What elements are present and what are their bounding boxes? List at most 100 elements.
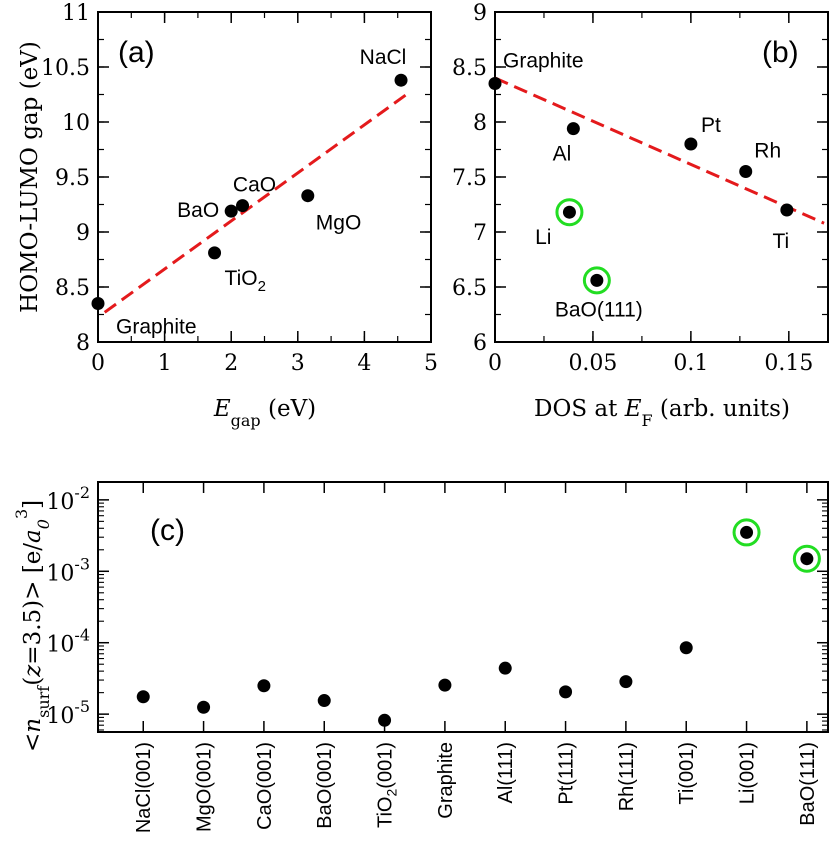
yc-mid1: ( xyxy=(20,677,46,686)
point-cao-001 xyxy=(257,679,271,693)
point-label-text: Ti xyxy=(773,230,790,253)
point-label-text: CaO xyxy=(233,174,276,197)
tick-label-x-0-1: 0.1 xyxy=(673,351,708,376)
point-al-111 xyxy=(498,661,512,675)
point-mgo-001 xyxy=(197,700,211,714)
point-bao-001 xyxy=(317,694,331,708)
point-label-bao-111: BaO(111) xyxy=(555,298,643,321)
point-label-text: Rh xyxy=(754,140,781,163)
category-label-text: Ti(001) xyxy=(676,742,698,805)
panel-a-ticks: 0 1 2 3 4 5 8 8.5 9 9.5 10 10.5 11 xyxy=(41,1,438,376)
panel-a-points: Graphite TiO2 BaO CaO MgO NaCl xyxy=(91,46,408,339)
point-label-ti: Ti xyxy=(773,230,790,253)
point-label-tio2: TiO2 xyxy=(225,267,266,295)
tick-label-y-11: 11 xyxy=(62,1,90,26)
point-cao xyxy=(236,199,250,213)
category-label-text: TiO xyxy=(375,797,397,828)
yc-mid2: =3.5)> [e/ xyxy=(20,543,46,665)
category-label-pt-111: Pt(111) xyxy=(556,742,578,805)
panel-a-xlabel-sub: gap xyxy=(231,411,261,430)
tick-label-x-5: 5 xyxy=(424,351,438,376)
category-label-bao-111: BaO(111) xyxy=(797,742,819,826)
tick-label-y-8: 8 xyxy=(473,111,487,136)
tick-label-y-10-5: 10.5 xyxy=(41,56,90,81)
category-label-text: BaO(111) xyxy=(797,742,819,826)
category-label-text: CaO(001) xyxy=(254,742,276,830)
category-label-al-111: Al(111) xyxy=(495,742,517,804)
point-ti-001 xyxy=(679,641,693,655)
category-label-cao-001: CaO(001) xyxy=(254,742,276,830)
point-tio2 xyxy=(208,246,222,260)
category-label-tio2-001: TiO2(001) xyxy=(375,742,400,828)
tick-base: 10 xyxy=(46,561,74,586)
category-label-li-001: Li(001) xyxy=(737,742,759,804)
point-label-text: NaCl xyxy=(360,46,407,69)
tick-label-y-8: 8 xyxy=(76,331,90,356)
tick-label-y-c-3: 10-3 xyxy=(46,554,90,586)
panel-b-xlabel-pre: DOS at xyxy=(534,396,625,422)
panel-b-x-axis-title: DOS at EF (arb. units) xyxy=(534,396,790,430)
yc-3: 3 xyxy=(12,509,31,519)
tick-exponent: -2 xyxy=(74,483,90,502)
tick-label-y-c-4: 10-4 xyxy=(46,626,90,658)
panel-a-xlabel-main: E xyxy=(213,396,231,422)
point-label-graphite: Graphite xyxy=(116,316,197,339)
point-bao-111 xyxy=(590,273,604,287)
panel-b-ticks: 0 0.05 0.1 0.15 6 6.5 7 7.5 8 8.5 9 xyxy=(452,1,828,376)
category-label-rest: (001) xyxy=(375,742,397,789)
category-label-text: Graphite xyxy=(435,742,457,819)
tick-exponent: -4 xyxy=(74,626,90,645)
tick-exponent: -3 xyxy=(74,554,90,573)
category-label-text: BaO(001) xyxy=(314,742,336,829)
point-label-sub: 2 xyxy=(258,278,266,295)
point-label-text: MgO xyxy=(316,212,362,235)
tick-label-x-0: 0 xyxy=(91,351,105,376)
tick-label-y-9: 9 xyxy=(473,1,487,26)
point-ti xyxy=(780,203,794,217)
point-rh-111 xyxy=(619,675,633,689)
category-label-nacl-001: NaCl(001) xyxy=(133,742,155,833)
tick-label-x-1: 1 xyxy=(158,351,172,376)
tick-label-y-9-5: 9.5 xyxy=(55,166,90,191)
category-label-text: MgO(001) xyxy=(194,742,216,832)
panel-b-label: (b) xyxy=(762,36,799,69)
panel-b-homo-lumo-vs-dos: 0 0.05 0.1 0.15 6 6.5 7 7.5 8 8.5 9 Graphite Al Li Ba… xyxy=(452,1,829,430)
panel-a-label: (a) xyxy=(118,36,155,69)
point-label-mgo: MgO xyxy=(316,212,362,235)
point-graphite xyxy=(438,678,452,692)
point-mgo xyxy=(301,189,315,203)
point-pt xyxy=(684,137,698,151)
tick-label-x-0-15: 0.15 xyxy=(764,351,813,376)
point-tio2-001 xyxy=(378,713,392,727)
panel-a-xlabel-unit: (eV) xyxy=(261,396,316,422)
tick-label-y-7-5: 7.5 xyxy=(452,166,487,191)
point-graphite xyxy=(488,77,502,90)
tick-exponent: -5 xyxy=(74,697,90,716)
tick-label-y-6-5: 6.5 xyxy=(452,276,487,301)
panel-b-xlabel-unit: (arb. units) xyxy=(653,396,790,422)
panel-c-ticks: 10-510-410-310-2 xyxy=(46,482,828,732)
point-label-text: Graphite xyxy=(116,316,197,339)
category-label-text: Al(111) xyxy=(495,742,517,804)
tick-label-x-4: 4 xyxy=(357,351,371,376)
point-pt-111 xyxy=(559,685,573,699)
point-label-al: Al xyxy=(553,143,572,166)
point-label-pt: Pt xyxy=(701,114,721,137)
panel-b-fit-line xyxy=(494,76,825,225)
category-label-bao-001: BaO(001) xyxy=(314,742,336,829)
category-label-sub: 2 xyxy=(384,789,400,797)
panel-c-label: (c) xyxy=(150,514,185,547)
yc-n: n xyxy=(20,718,46,733)
point-label-text: BaO xyxy=(177,199,219,222)
panel-a-y-axis-title: HOMO-LUMO gap (eV) xyxy=(17,41,43,313)
category-label-text: NaCl(001) xyxy=(133,742,155,833)
panel-c-category-labels: NaCl(001) MgO(001) CaO(001) BaO(001) TiO2(00… xyxy=(133,742,819,833)
yc-surf: surf xyxy=(34,685,53,718)
point-label-graphite: Graphite xyxy=(503,50,584,73)
yc-bracket-open: < xyxy=(20,733,46,752)
point-li-001 xyxy=(740,525,754,539)
category-label-mgo-001: MgO(001) xyxy=(194,742,216,832)
highlight-ring-bao-111 xyxy=(582,266,611,295)
